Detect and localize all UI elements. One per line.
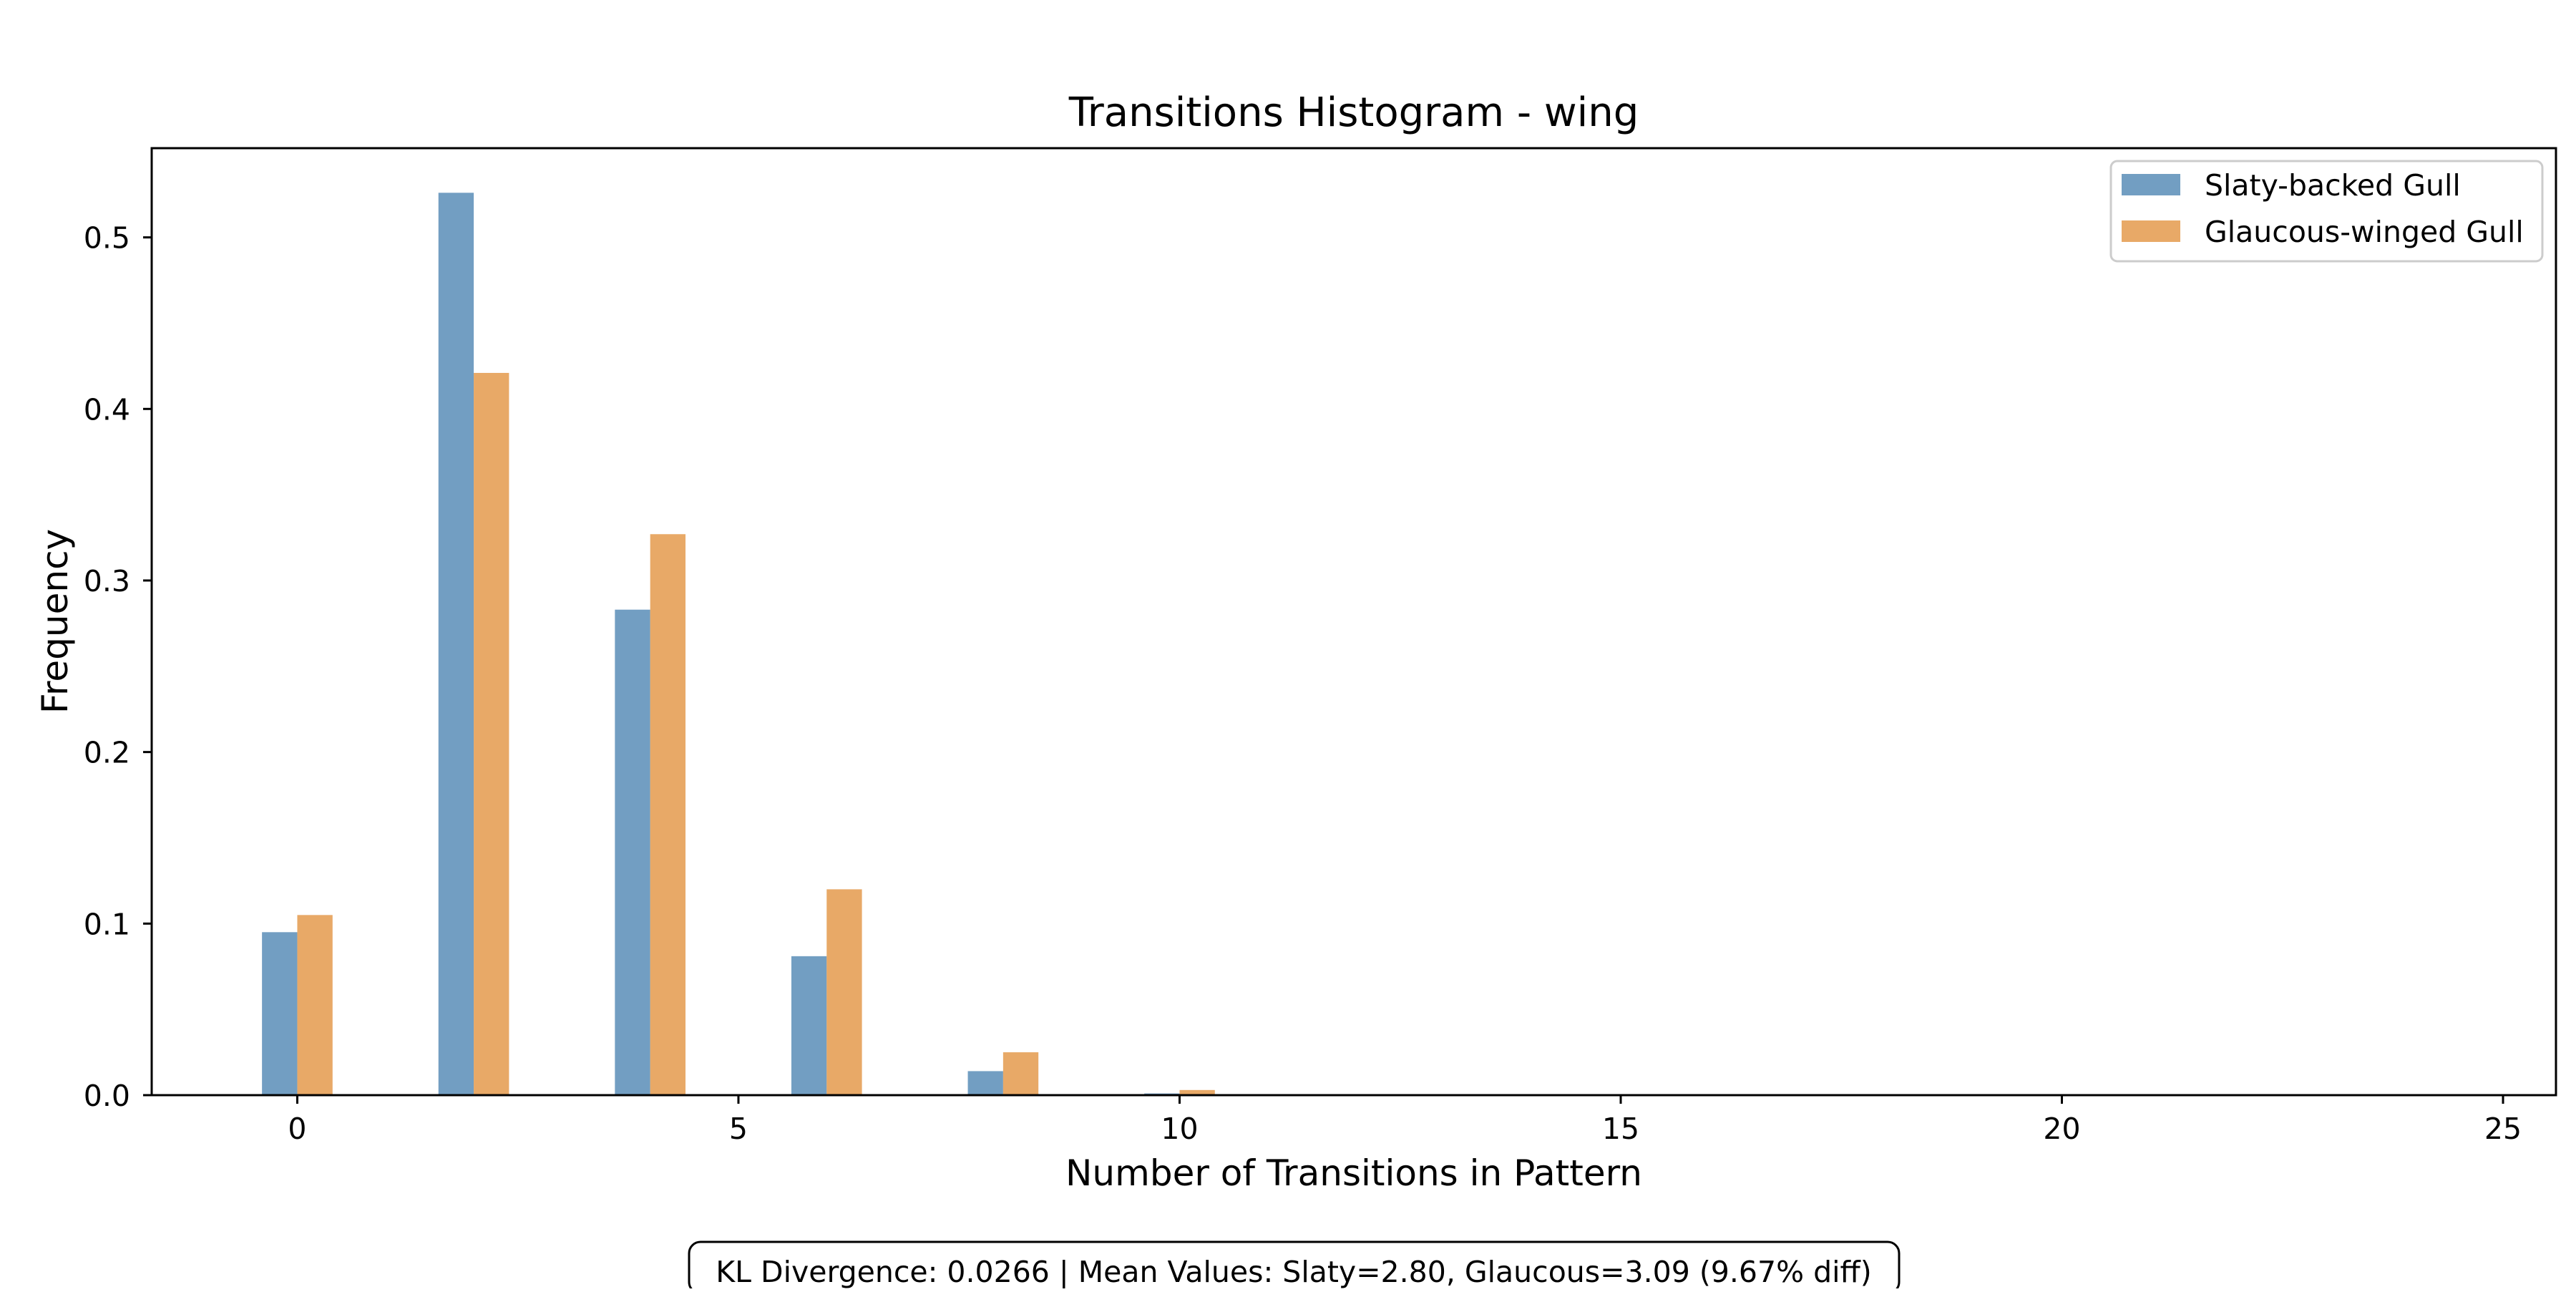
x-tick-label: 10 bbox=[1161, 1112, 1198, 1146]
x-tick-label: 0 bbox=[288, 1112, 306, 1146]
annotation-box: KL Divergence: 0.0266 | Mean Values: Sla… bbox=[688, 1240, 1901, 1292]
bar-slaty-backed-gull-2 bbox=[438, 193, 474, 1096]
legend-label-slaty-backed-gull: Slaty-backed Gull bbox=[2205, 168, 2461, 203]
bar-glaucous-winged-gull-4 bbox=[650, 534, 686, 1095]
y-tick-label: 0.0 bbox=[84, 1079, 130, 1113]
legend-box bbox=[2109, 160, 2544, 263]
chart-title: Transitions Histogram - wing bbox=[1068, 89, 1639, 136]
y-tick-label: 0.2 bbox=[84, 736, 130, 770]
x-axis-label: Number of Transitions in Pattern bbox=[1065, 1152, 1642, 1194]
y-tick-label: 0.5 bbox=[84, 221, 130, 256]
x-tick-label: 20 bbox=[2043, 1112, 2080, 1146]
y-axis-label: Frequency bbox=[34, 529, 76, 714]
bar-glaucous-winged-gull-0 bbox=[297, 915, 333, 1095]
y-tick-label: 0.4 bbox=[84, 392, 130, 427]
legend: Slaty-backed Gull Glaucous-winged Gull bbox=[2109, 160, 2544, 263]
x-axis: 0 5 10 15 20 25 bbox=[288, 1095, 2522, 1146]
bar-glaucous-winged-gull-8 bbox=[1002, 1052, 1039, 1095]
series-slaty-backed-gull bbox=[262, 193, 1180, 1096]
x-tick-label: 5 bbox=[729, 1112, 748, 1146]
bar-slaty-backed-gull-0 bbox=[262, 932, 298, 1095]
x-tick-label: 15 bbox=[1602, 1112, 1639, 1146]
legend-swatch-glaucous-winged-gull bbox=[2122, 220, 2180, 242]
bar-glaucous-winged-gull-2 bbox=[474, 372, 509, 1095]
plot-frame bbox=[150, 147, 2557, 1097]
annotation-text: KL Divergence: 0.0266 | Mean Values: Sla… bbox=[716, 1255, 1872, 1288]
legend-label-glaucous-winged-gull: Glaucous-winged Gull bbox=[2205, 215, 2524, 249]
bar-slaty-backed-gull-6 bbox=[791, 956, 827, 1095]
y-axis: 0.0 0.1 0.2 0.3 0.4 0.5 bbox=[84, 221, 152, 1113]
bar-glaucous-winged-gull-10 bbox=[1179, 1089, 1215, 1095]
y-tick-label: 0.3 bbox=[84, 564, 130, 598]
annotation-frame bbox=[688, 1240, 1901, 1292]
legend-swatch-slaty-backed-gull bbox=[2122, 174, 2180, 195]
bar-slaty-backed-gull-4 bbox=[615, 609, 650, 1095]
series-glaucous-winged-gull bbox=[297, 372, 1215, 1095]
x-tick-label: 25 bbox=[2484, 1112, 2522, 1146]
y-tick-label: 0.1 bbox=[84, 907, 130, 941]
bars-layer bbox=[262, 193, 1215, 1096]
bar-glaucous-winged-gull-6 bbox=[826, 889, 862, 1095]
bar-slaty-backed-gull-8 bbox=[967, 1071, 1003, 1095]
